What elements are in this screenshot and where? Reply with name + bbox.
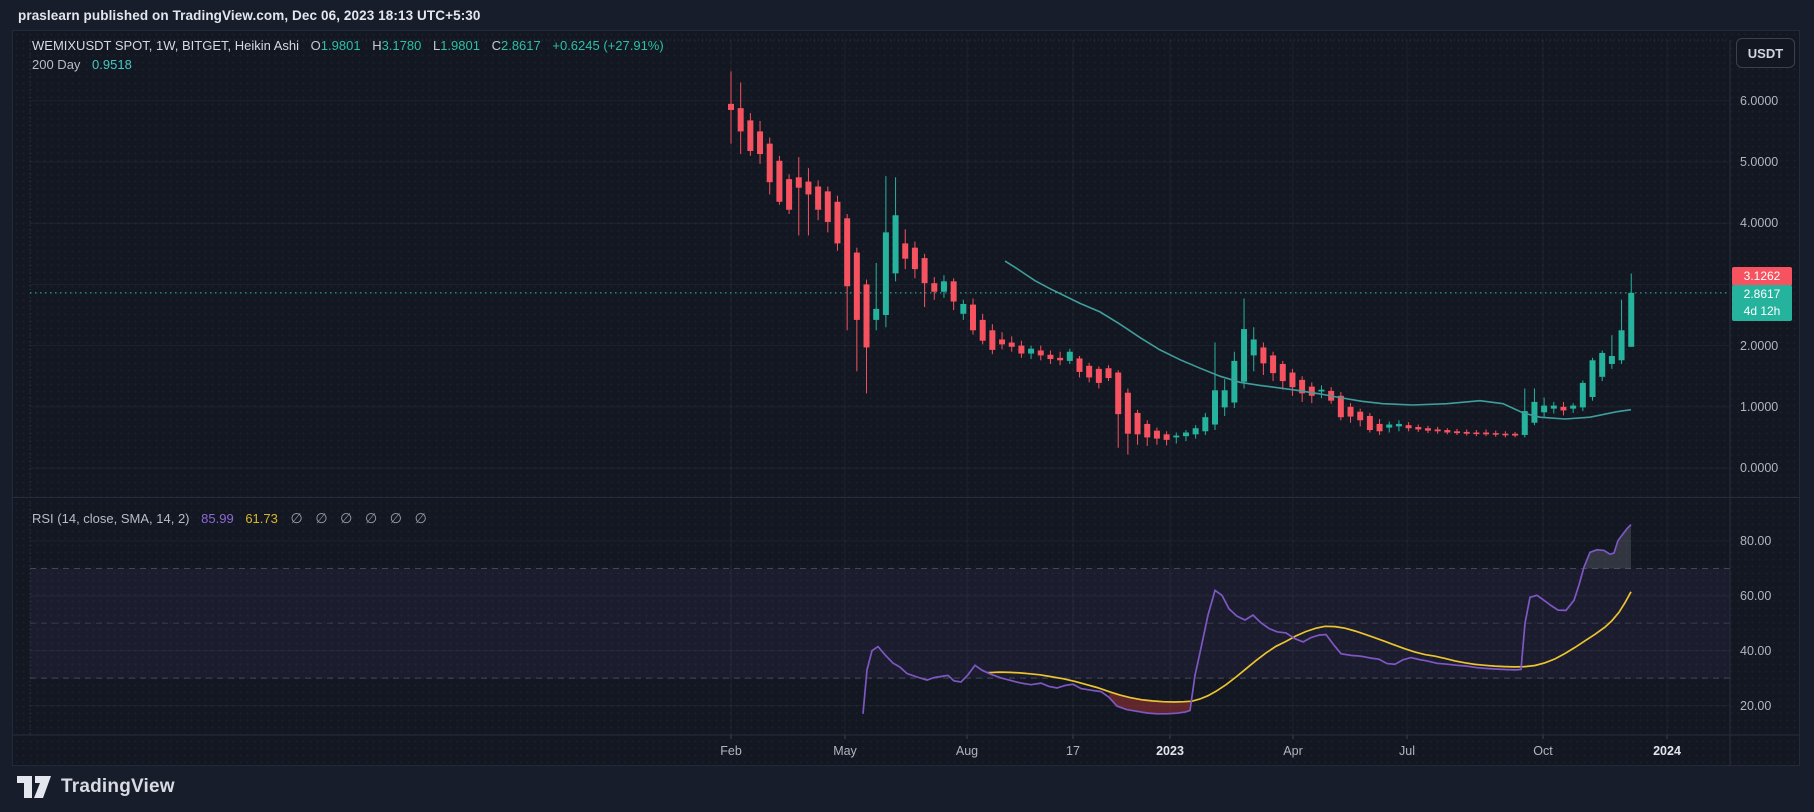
time-tick-label: May [833, 744, 857, 758]
footer-bar: TradingView [0, 766, 1814, 812]
time-tick-label: Jul [1399, 744, 1415, 758]
rsi-value: 85.99 [201, 511, 234, 526]
time-tick-label: Aug [955, 744, 979, 758]
price-tick-label: 1.0000 [1740, 399, 1779, 414]
ma-legend: 200 Day 0.9518 [32, 57, 132, 72]
empty-set-icon: ∅ [340, 510, 353, 526]
open-letter: O [310, 38, 321, 53]
price-tick-label: 5.0000 [1740, 155, 1779, 169]
close-letter: C [491, 38, 501, 53]
low-value: 1.9801 [440, 38, 480, 53]
rsi-legend: RSI (14, close, SMA, 14, 2) 85.99 61.73 … [32, 510, 427, 527]
last-price-badge: 2.8617 4d 12h [1732, 284, 1792, 321]
publish-line: praslearn published on TradingView.com, … [18, 7, 481, 23]
price-tick-label: 2.0000 [1740, 338, 1779, 353]
publish-header: praslearn published on TradingView.com, … [18, 0, 481, 30]
time-tick-label: Feb [720, 744, 742, 758]
close-value: 2.8617 [500, 38, 541, 53]
rsi-tick-label: 40.00 [1740, 643, 1772, 658]
price-tick-label: 6.0000 [1740, 93, 1779, 108]
change-value: +0.6245 (+27.91%) [552, 38, 664, 53]
chart-widget[interactable] [12, 30, 1800, 766]
currency-usdt-button[interactable]: USDT [1736, 38, 1795, 68]
last-price-value: 2.8617 [1743, 286, 1781, 301]
tradingview-logo-icon [17, 776, 51, 798]
price-tick-label: 0.0000 [1740, 461, 1779, 475]
price-tick-label: 4.0000 [1740, 216, 1779, 231]
high-price-badge: 3.1262 [1732, 267, 1792, 287]
ma-label[interactable]: 200 Day [32, 57, 81, 72]
ma-value: 0.9518 [92, 57, 132, 72]
empty-set-icon: ∅ [290, 510, 303, 526]
time-tick-label: Apr [1283, 744, 1303, 758]
open-value: 1.9801 [320, 38, 361, 53]
high-letter: H [372, 38, 382, 53]
time-tick-label: 2024 [1653, 744, 1681, 758]
rsi-sma-value: 61.73 [245, 511, 278, 526]
empty-set-icon: ∅ [389, 510, 402, 526]
time-tick-label: 2023 [1156, 744, 1184, 758]
empty-set-icon: ∅ [414, 510, 427, 526]
symbol-legend: WEMIXUSDT SPOT, 1W, BITGET, Heikin Ashi … [32, 38, 664, 53]
time-tick-label: Oct [1533, 744, 1553, 758]
low-letter: L [432, 38, 441, 53]
symbol-title[interactable]: WEMIXUSDT SPOT, 1W, BITGET, Heikin Ashi [32, 38, 300, 53]
rsi-tick-label: 60.00 [1740, 588, 1772, 603]
empty-set-icon: ∅ [364, 510, 378, 526]
currency-usdt-label: USDT [1747, 45, 1784, 61]
tradingview-logo-text: TradingView [61, 776, 175, 797]
tradingview-logo[interactable]: TradingView [16, 775, 175, 799]
rsi-tick-label: 80.00 [1740, 534, 1772, 549]
empty-set-icon: ∅ [315, 510, 328, 526]
time-tick-label: 17 [1066, 744, 1080, 758]
high-value: 3.1780 [381, 38, 422, 53]
rsi-tick-label: 20.00 [1740, 698, 1772, 713]
bar-countdown: 4d 12h [1743, 303, 1781, 318]
rsi-title[interactable]: RSI (14, close, SMA, 14, 2) [32, 511, 190, 526]
